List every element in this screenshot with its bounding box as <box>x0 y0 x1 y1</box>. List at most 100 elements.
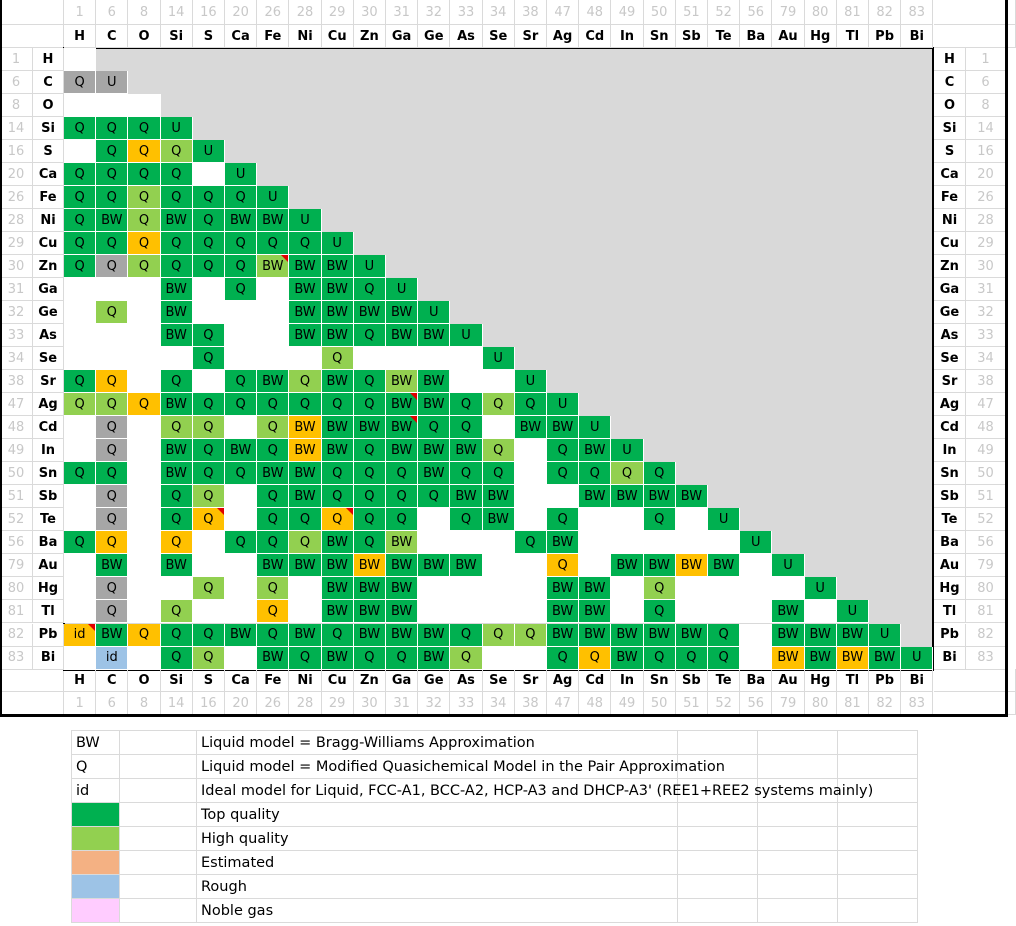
column-atomic-number[interactable]: 51 <box>675 692 708 715</box>
row-element-symbol[interactable]: Sn <box>33 462 64 486</box>
legend-swatch[interactable] <box>72 899 120 923</box>
row-element-symbol[interactable]: Hg <box>934 577 966 601</box>
binary-cell-empty[interactable] <box>675 577 708 601</box>
binary-system-cell[interactable]: U <box>708 508 741 532</box>
column-element-symbol[interactable]: Si <box>160 669 193 692</box>
row-element-symbol[interactable]: O <box>934 94 966 118</box>
row-element-symbol[interactable]: In <box>33 439 64 463</box>
column-atomic-number[interactable]: 56 <box>740 692 773 715</box>
binary-cell-empty[interactable] <box>225 508 258 532</box>
binary-cell-empty[interactable] <box>64 577 97 601</box>
binary-system-cell[interactable]: Q <box>353 508 386 532</box>
row-element-symbol[interactable]: Si <box>33 117 64 141</box>
binary-cell-empty[interactable] <box>289 577 322 601</box>
column-element-symbol[interactable]: Te <box>708 25 741 48</box>
binary-cell-empty[interactable] <box>64 48 97 72</box>
row-atomic-number[interactable]: 50 <box>0 462 33 486</box>
binary-cell-empty[interactable] <box>450 347 483 371</box>
legend-swatch[interactable] <box>72 851 120 875</box>
binary-system-cell[interactable]: BW <box>482 485 515 509</box>
row-element-symbol[interactable]: Hg <box>33 577 64 601</box>
corner-cell[interactable] <box>0 0 64 25</box>
column-element-symbol[interactable]: H <box>64 25 97 48</box>
binary-system-cell[interactable]: BW <box>418 646 451 670</box>
binary-system-cell[interactable]: BW <box>160 462 193 486</box>
binary-cell-empty[interactable] <box>579 531 612 555</box>
binary-system-cell[interactable]: BW <box>289 462 322 486</box>
binary-cell-empty[interactable] <box>192 278 225 302</box>
column-atomic-number[interactable]: 49 <box>611 692 644 715</box>
binary-system-cell[interactable]: Q <box>96 301 129 325</box>
binary-system-cell[interactable]: BW <box>547 623 580 647</box>
column-atomic-number[interactable]: 51 <box>675 0 708 25</box>
binary-system-cell[interactable]: Q <box>160 163 193 187</box>
binary-cell-empty[interactable] <box>192 531 225 555</box>
column-atomic-number[interactable]: 47 <box>547 692 580 715</box>
binary-cell-empty[interactable] <box>160 577 193 601</box>
binary-system-cell[interactable]: Q <box>160 646 193 670</box>
column-element-symbol[interactable]: O <box>128 25 161 48</box>
binary-system-cell[interactable]: BW <box>289 485 322 509</box>
binary-system-cell[interactable]: Q <box>128 186 161 210</box>
row-atomic-number[interactable]: 80 <box>0 577 33 601</box>
column-atomic-number[interactable]: 52 <box>708 692 741 715</box>
legend-swatch[interactable] <box>72 803 120 827</box>
binary-cell-empty[interactable] <box>257 347 290 371</box>
row-atomic-number[interactable]: 79 <box>0 554 33 578</box>
corner-cell[interactable] <box>934 0 1016 25</box>
binary-system-cell[interactable]: U <box>289 209 322 233</box>
column-atomic-number[interactable]: 16 <box>192 0 225 25</box>
column-atomic-number[interactable]: 83 <box>901 0 934 25</box>
binary-system-cell[interactable]: Q <box>257 416 290 440</box>
column-element-symbol[interactable]: Ag <box>547 25 580 48</box>
binary-system-cell[interactable]: Q <box>353 324 386 348</box>
column-element-symbol[interactable]: C <box>96 25 129 48</box>
column-element-symbol[interactable]: As <box>450 669 483 692</box>
binary-system-cell[interactable]: BW <box>353 301 386 325</box>
binary-system-cell[interactable]: Q <box>160 140 193 164</box>
binary-system-cell[interactable]: Q <box>547 439 580 463</box>
binary-system-cell[interactable]: Q <box>450 393 483 417</box>
binary-system-cell[interactable]: Q <box>482 439 515 463</box>
binary-system-cell[interactable]: Q <box>96 232 129 256</box>
binary-system-cell[interactable]: Q <box>675 646 708 670</box>
binary-cell-empty[interactable] <box>514 485 547 509</box>
column-element-symbol[interactable]: Cu <box>321 25 354 48</box>
binary-cell-empty[interactable] <box>482 416 515 440</box>
binary-system-cell[interactable]: BW <box>353 416 386 440</box>
binary-system-cell[interactable]: Q <box>96 163 129 187</box>
row-element-symbol[interactable]: H <box>33 48 64 72</box>
binary-cell-empty[interactable] <box>740 577 773 601</box>
binary-system-cell[interactable]: Q <box>96 370 129 394</box>
binary-cell-empty[interactable] <box>675 508 708 532</box>
binary-system-cell[interactable]: Q <box>128 140 161 164</box>
column-element-symbol[interactable]: Sb <box>675 669 708 692</box>
row-atomic-number[interactable]: 79 <box>966 554 1006 578</box>
column-element-symbol[interactable]: Ge <box>418 669 451 692</box>
binary-cell-empty[interactable] <box>708 577 741 601</box>
binary-system-cell[interactable]: BW <box>289 278 322 302</box>
row-atomic-number[interactable]: 26 <box>966 186 1006 210</box>
column-atomic-number[interactable]: 50 <box>643 692 676 715</box>
row-element-symbol[interactable]: H <box>934 48 966 72</box>
binary-system-cell[interactable]: Q <box>353 485 386 509</box>
column-atomic-number[interactable]: 82 <box>869 0 902 25</box>
legend-description[interactable]: Estimated <box>197 851 918 875</box>
legend-code[interactable]: Q <box>72 755 120 779</box>
corner-cell[interactable] <box>0 669 64 692</box>
binary-system-cell[interactable]: Q <box>192 485 225 509</box>
binary-system-cell[interactable]: BW <box>321 278 354 302</box>
binary-cell-empty[interactable] <box>611 531 644 555</box>
row-element-symbol[interactable]: Cd <box>934 416 966 440</box>
row-atomic-number[interactable]: 29 <box>966 232 1006 256</box>
legend-description[interactable]: Noble gas <box>197 899 918 923</box>
legend-spacer-cell[interactable] <box>120 851 197 875</box>
binary-system-cell[interactable]: Q <box>160 416 193 440</box>
column-atomic-number[interactable]: 79 <box>772 0 805 25</box>
column-atomic-number[interactable]: 47 <box>547 0 580 25</box>
row-element-symbol[interactable]: As <box>33 324 64 348</box>
binary-system-cell[interactable]: BW <box>418 439 451 463</box>
binary-system-cell[interactable]: BW <box>418 324 451 348</box>
binary-system-cell[interactable]: BW <box>836 646 869 670</box>
binary-system-cell[interactable]: BW <box>321 646 354 670</box>
